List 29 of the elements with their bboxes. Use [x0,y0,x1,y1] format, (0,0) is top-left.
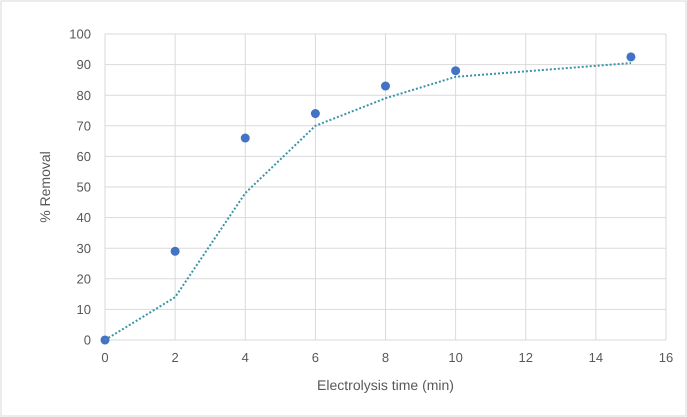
y-tick-label: 20 [76,271,91,286]
y-tick-label: 50 [76,180,91,195]
x-tick-label: 2 [172,350,179,365]
point [100,335,110,345]
y-tick-label: 30 [76,240,91,256]
y-tick-label: 10 [76,302,91,317]
point [170,246,180,256]
x-tick-label: 16 [658,350,674,365]
x-tick-label: 6 [312,350,319,365]
x-tick-label: 14 [588,350,604,365]
y-tick-label: 80 [76,88,91,103]
x-tick-label: 8 [382,350,390,365]
x-tick-label: 0 [101,350,109,365]
point [626,52,636,62]
x-tick-label: 4 [242,350,249,365]
y-tick-label: 40 [76,210,91,226]
y-tick-label: 0 [84,332,91,348]
point [240,134,250,143]
point [451,66,460,76]
x-axis-title: Electrolysis time (min) [317,377,454,393]
y-tick-label: 60 [76,148,91,164]
x-tick-label: 12 [518,350,533,365]
y-tick-label: 90 [76,57,91,72]
y-tick-label: 70 [76,118,91,134]
point [310,109,320,118]
point [380,82,390,91]
x-tick-label: 10 [448,350,463,365]
y-axis-title: % Removal [37,151,53,223]
y-tick-label: 100 [69,26,91,42]
